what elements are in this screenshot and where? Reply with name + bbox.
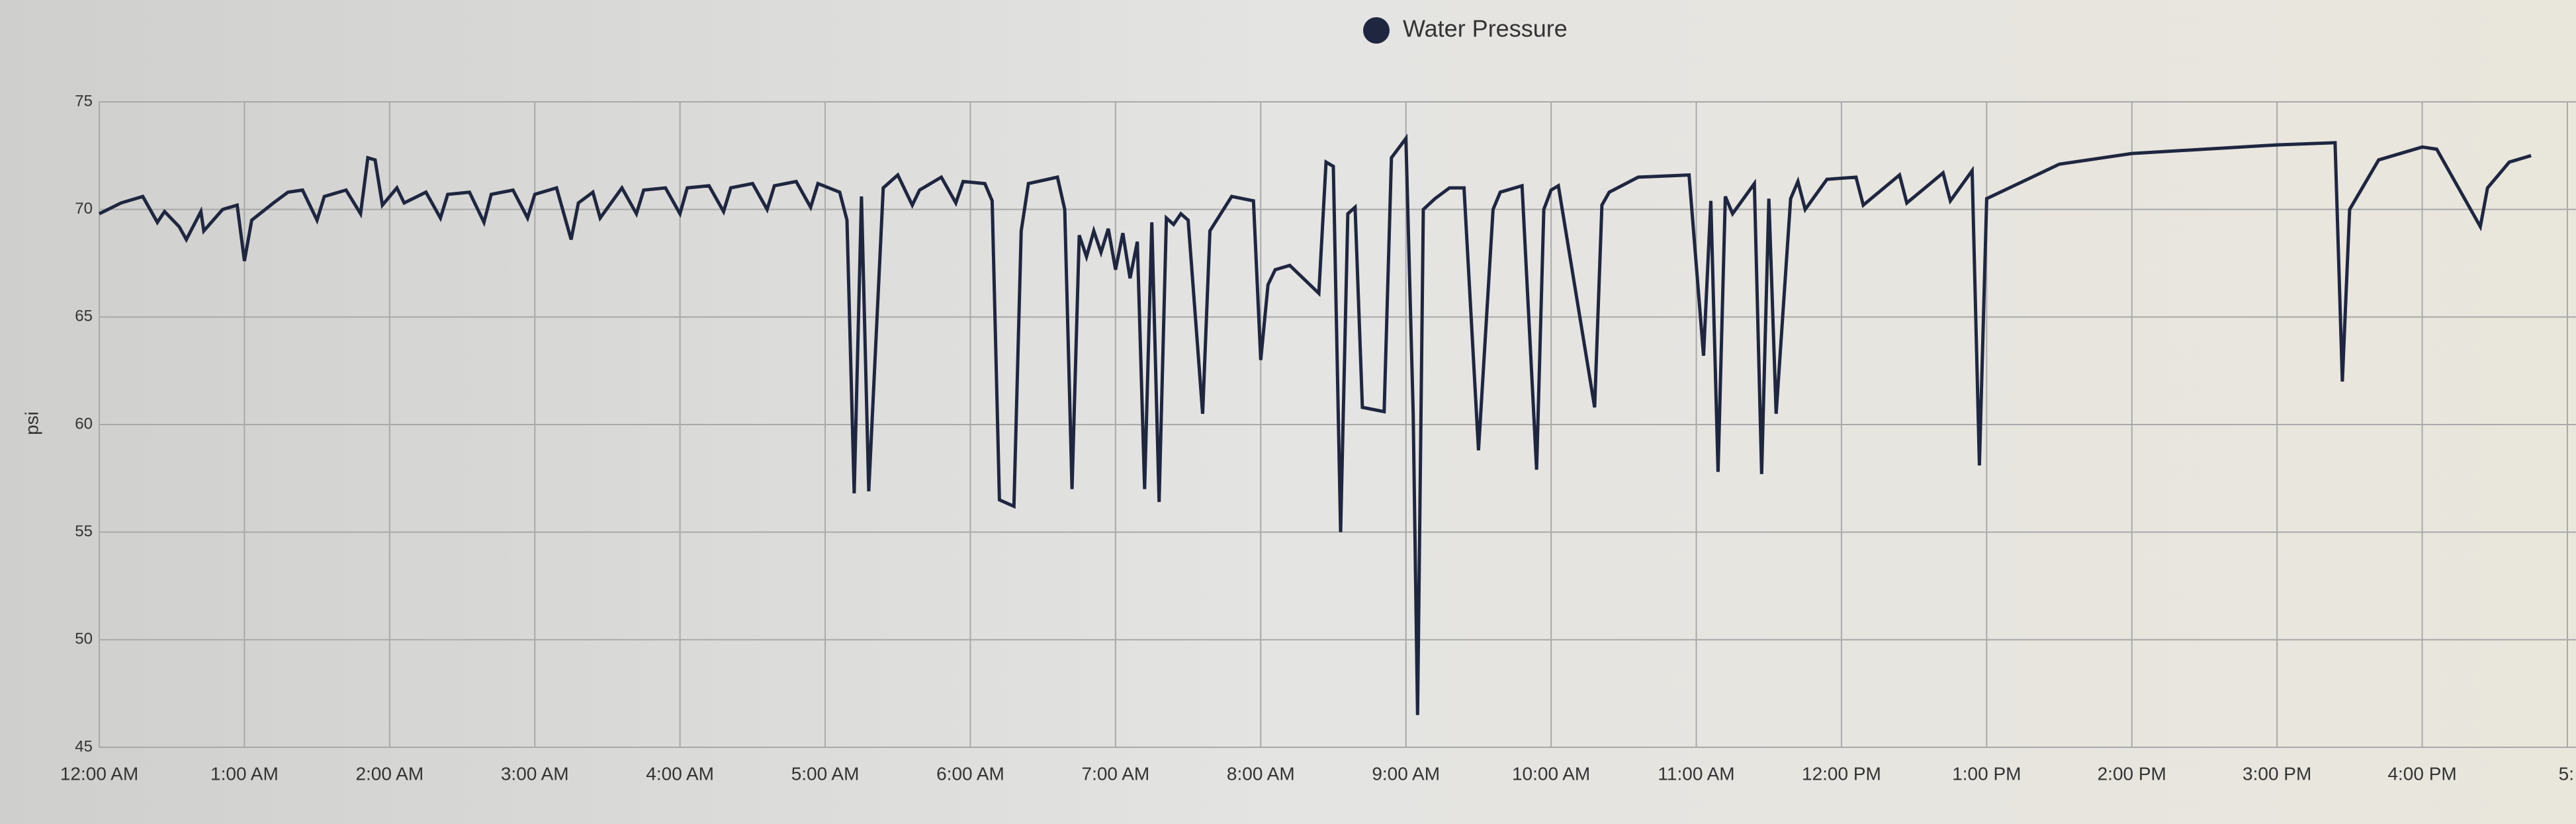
x-tick-label: 6:00 AM [936,763,1004,784]
legend-label: Water Pressure [1403,15,1568,42]
y-tick-label: 50 [75,630,93,648]
x-tick-label: 12:00 AM [60,763,138,784]
x-tick-label: 5:00 AM [791,763,860,784]
x-tick-label: 10:00 AM [1512,763,1590,784]
line [98,134,2532,716]
x-tick-label: 11:00 AM [1658,763,1734,784]
x-tick-label: 1:00 PM [1952,763,2021,784]
x-tick-label: 8:00 AM [1227,763,1295,784]
x-tick-label: 12:00 PM [1802,763,1881,784]
y-axis-label: psi [21,411,42,435]
x-tick-label: 4:00 PM [2387,763,2456,784]
legend-marker [1363,17,1390,44]
y-tick-label: 70 [75,200,93,218]
x-tick-label: 2:00 AM [355,763,423,784]
y-tick-label: 60 [75,415,93,433]
x-tick-label: 4:00 AM [646,763,714,784]
y-tick-label: 65 [75,308,93,325]
y-tick-label: 55 [75,522,93,540]
x-tick-label: 1:00 AM [210,763,279,784]
x-tick-label: 3:00 AM [501,763,569,784]
y-tick-label: 45 [75,737,93,755]
x-tick-label: 7:00 AM [1082,763,1150,784]
x-tick-label: 2:00 PM [2098,763,2166,784]
x-tick-label: 9:00 AM [1372,763,1440,784]
x-tick-label: 3:00 PM [2243,763,2311,784]
x-tick-label: 5: [2559,763,2574,784]
y-tick-label: 75 [75,92,93,110]
